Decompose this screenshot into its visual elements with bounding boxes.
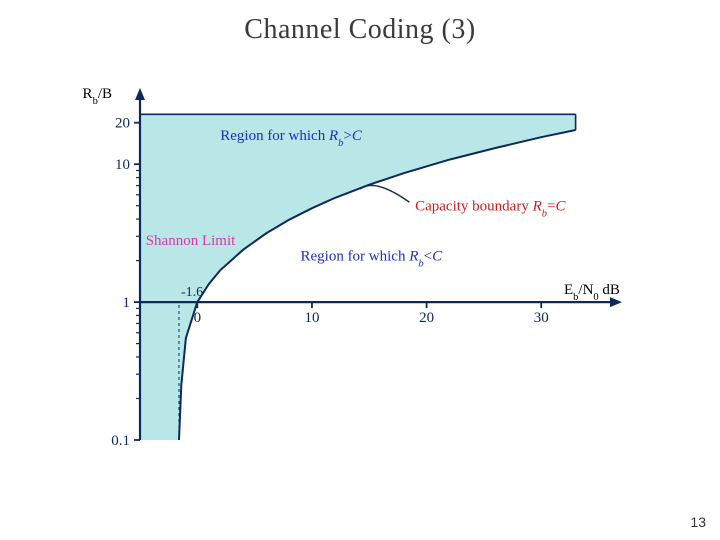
capacity-chart: 0.1110200102030-1.6Rb/BEb/N0 dBRegion fo… <box>80 80 640 460</box>
svg-text:10: 10 <box>304 310 319 326</box>
svg-text:20: 20 <box>115 116 130 132</box>
svg-text:30: 30 <box>534 310 549 326</box>
svg-text:Capacity boundary Rb=C: Capacity boundary Rb=C <box>415 199 566 220</box>
page-number: 13 <box>690 514 706 530</box>
svg-text:Shannon Limit: Shannon Limit <box>146 233 236 249</box>
svg-text:Rb/B: Rb/B <box>83 86 112 107</box>
svg-text:0.1: 0.1 <box>111 433 130 449</box>
svg-text:-1.6: -1.6 <box>181 285 203 300</box>
slide-title: Channel Coding (3) <box>0 14 720 46</box>
svg-text:0: 0 <box>194 310 202 326</box>
svg-text:20: 20 <box>419 310 434 326</box>
svg-text:Region for which Rb<C: Region for which Rb<C <box>300 249 443 270</box>
svg-text:10: 10 <box>115 157 130 173</box>
svg-text:1: 1 <box>123 295 131 311</box>
